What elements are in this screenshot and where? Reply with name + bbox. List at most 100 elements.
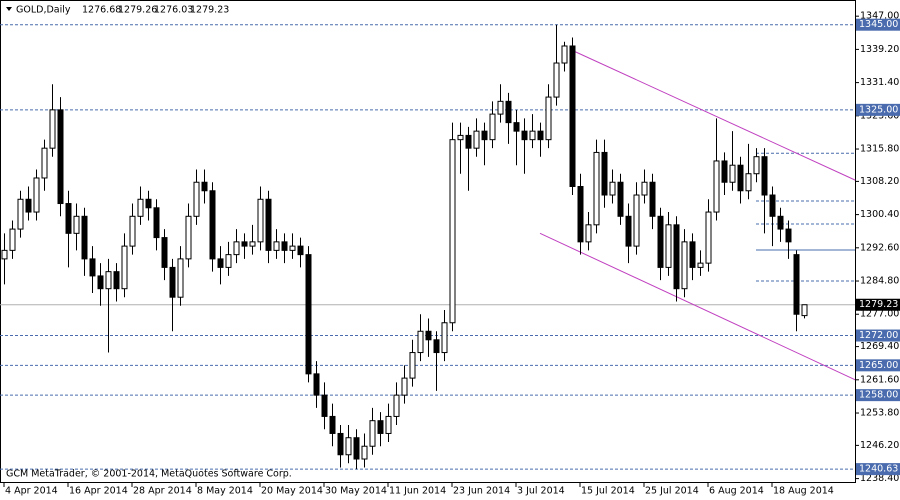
symbol-menu-icon bbox=[6, 7, 12, 11]
candle-body bbox=[481, 130, 488, 141]
candle-body bbox=[737, 164, 744, 192]
candle-body bbox=[297, 245, 304, 256]
candle-body bbox=[377, 420, 384, 434]
candle-body bbox=[249, 241, 256, 247]
x-tick-label: 11 Jun 2014 bbox=[389, 486, 446, 497]
x-tick-label: 25 Jul 2014 bbox=[645, 486, 699, 497]
candle-body bbox=[89, 258, 96, 277]
price-tag bbox=[856, 103, 900, 116]
candle-body bbox=[49, 109, 56, 149]
candle-body bbox=[105, 271, 112, 290]
candle-body bbox=[1, 249, 8, 260]
candle-body bbox=[233, 241, 240, 256]
candle-body bbox=[337, 432, 344, 456]
candle-body bbox=[521, 130, 528, 141]
candle-body bbox=[569, 45, 576, 187]
candle-body bbox=[209, 190, 216, 260]
candle-body bbox=[305, 254, 312, 375]
candle-body bbox=[513, 122, 520, 132]
y-tick-label: 1315.80 bbox=[860, 144, 899, 155]
candle-body bbox=[681, 241, 688, 290]
candle-body bbox=[665, 224, 672, 268]
y-tick-label: 1238.40 bbox=[860, 473, 899, 484]
x-tick-label: 18 Aug 2014 bbox=[773, 486, 834, 497]
trendline bbox=[571, 49, 856, 181]
x-tick-label: 30 May 2014 bbox=[325, 486, 387, 497]
candle-body bbox=[313, 373, 320, 396]
price-tag bbox=[856, 463, 900, 476]
candle-body bbox=[729, 164, 736, 183]
candle-body bbox=[57, 109, 64, 205]
candle-body bbox=[633, 194, 640, 247]
x-tick-label: 23 Jun 2014 bbox=[453, 486, 510, 497]
y-tick-label: 1331.40 bbox=[860, 77, 899, 88]
price-tag-label: 1240.63 bbox=[859, 464, 898, 475]
candle-body bbox=[97, 275, 104, 290]
candle-body bbox=[441, 322, 448, 354]
candle-body bbox=[9, 228, 16, 251]
candle-body bbox=[761, 156, 768, 196]
candle-body bbox=[801, 304, 808, 317]
candle-body bbox=[585, 224, 592, 243]
x-tick-label: 16 Apr 2014 bbox=[69, 486, 128, 497]
candle-body bbox=[361, 445, 368, 460]
price-tag-label: 1279.23 bbox=[859, 299, 898, 310]
candle-body bbox=[649, 181, 656, 217]
candle-body bbox=[497, 100, 504, 115]
candle-body bbox=[289, 245, 296, 251]
y-tick-label: 1292.60 bbox=[860, 242, 899, 253]
y-tick-label: 1277.00 bbox=[860, 309, 899, 320]
header-close: 1279.23 bbox=[190, 5, 229, 16]
y-tick-label: 1339.20 bbox=[860, 44, 899, 55]
candle-body bbox=[153, 207, 160, 239]
candle-body bbox=[713, 160, 720, 213]
candle-body bbox=[545, 96, 552, 141]
candle-body bbox=[177, 258, 184, 298]
candle-body bbox=[529, 130, 536, 141]
candle-body bbox=[673, 224, 680, 290]
candle-body bbox=[793, 254, 800, 315]
candle-body bbox=[393, 394, 400, 417]
candle-body bbox=[369, 420, 376, 447]
candle-body bbox=[705, 211, 712, 264]
candle-body bbox=[41, 147, 48, 179]
candle-body bbox=[425, 330, 432, 341]
candle-body bbox=[353, 437, 360, 460]
candle-body bbox=[433, 339, 440, 354]
candle-body bbox=[25, 198, 32, 213]
price-tag-label: 1265.00 bbox=[859, 360, 898, 371]
candle-body bbox=[201, 181, 208, 192]
price-tag bbox=[856, 18, 900, 31]
candle-body bbox=[321, 394, 328, 417]
candle-body bbox=[553, 62, 560, 98]
candle-body bbox=[601, 151, 608, 196]
y-tick-label: 1261.60 bbox=[860, 374, 899, 385]
x-tick-label: 4 Apr 2014 bbox=[5, 486, 58, 497]
candle-body bbox=[129, 215, 136, 247]
candle-body bbox=[449, 139, 456, 324]
candle-body bbox=[329, 415, 336, 434]
candle-body bbox=[345, 437, 352, 456]
candle-body bbox=[137, 198, 144, 217]
candle-body bbox=[753, 156, 760, 175]
y-tick-label: 1347.00 bbox=[860, 11, 899, 22]
candle-body bbox=[721, 160, 728, 183]
candle-body bbox=[113, 271, 120, 290]
plot-frame bbox=[0, 0, 856, 483]
candle-body bbox=[697, 262, 704, 268]
y-tick-label: 1253.80 bbox=[860, 408, 899, 419]
price-tag-label: 1258.00 bbox=[859, 390, 898, 401]
candle-body bbox=[769, 194, 776, 217]
price-tag bbox=[856, 329, 900, 342]
candle-body bbox=[73, 215, 80, 234]
x-tick-label: 15 Jul 2014 bbox=[581, 486, 635, 497]
price-tag-label: 1272.00 bbox=[859, 330, 898, 341]
candle-body bbox=[745, 173, 752, 192]
candle-body bbox=[777, 215, 784, 230]
candle-body bbox=[273, 241, 280, 251]
footer-copyright: GCM MetaTrader, © 2001-2014, MetaQuotes … bbox=[6, 469, 292, 480]
candle-body bbox=[81, 215, 88, 260]
candle-body bbox=[169, 266, 176, 298]
candle-body bbox=[225, 254, 232, 268]
header-low: 1276.03 bbox=[154, 5, 193, 16]
